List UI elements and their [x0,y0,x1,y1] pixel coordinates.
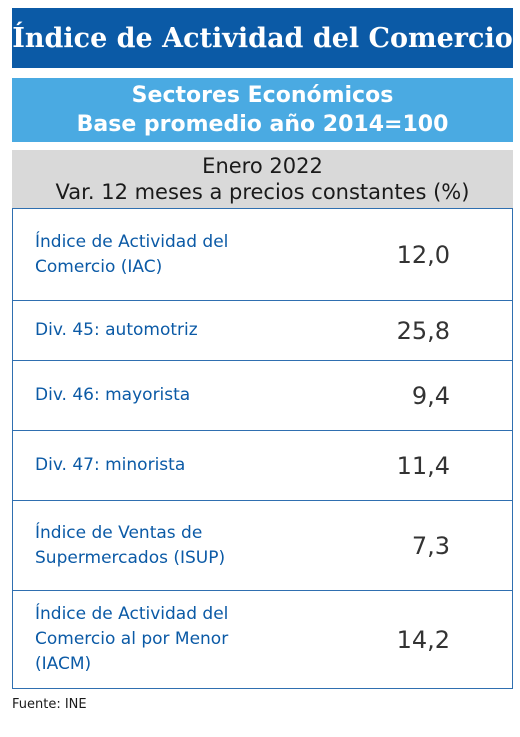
subheader-line-2: Base promedio año 2014=100 [76,112,449,137]
table-row: Índice de Ventas de Supermercados (ISUP)… [13,501,512,591]
row-label: Índice de Actividad del Comercio (IAC) [35,231,229,277]
row-label: Div. 47: minorista [35,455,186,475]
table-row: Div. 47: minorista 11,4 [13,431,512,501]
period-header: Enero 2022 Var. 12 meses a precios const… [12,150,513,208]
row-value: 7,3 [411,531,450,560]
data-table: Índice de Actividad del Comercio (IAC) 1… [12,208,513,689]
period-description: Var. 12 meses a precios constantes (%) [55,180,470,204]
table-row: Div. 45: automotriz 25,8 [13,301,512,361]
row-label: Div. 46: mayorista [35,385,191,405]
page-title: Índice de Actividad del Comercio [12,22,513,54]
subheader-line-1: Sectores Económicos [131,83,394,108]
row-label: Índice de Actividad del Comercio al por … [35,604,229,674]
row-label: Div. 45: automotriz [35,320,198,340]
title-banner: Índice de Actividad del Comercio [12,8,513,68]
period-date: Enero 2022 [202,154,323,178]
row-value: 12,0 [396,240,450,269]
row-label: Índice de Ventas de Supermercados (ISUP) [35,522,226,568]
table-row: Índice de Actividad del Comercio (IAC) 1… [13,209,512,301]
table-row: Índice de Actividad del Comercio al por … [13,591,512,688]
row-value: 25,8 [396,316,450,345]
subheader-banner: Sectores Económicos Base promedio año 20… [12,78,513,142]
table-row: Div. 46: mayorista 9,4 [13,361,512,431]
row-value: 14,2 [396,625,450,654]
row-value: 9,4 [411,381,450,410]
source-note: Fuente: INE [12,697,87,712]
row-value: 11,4 [396,451,450,480]
